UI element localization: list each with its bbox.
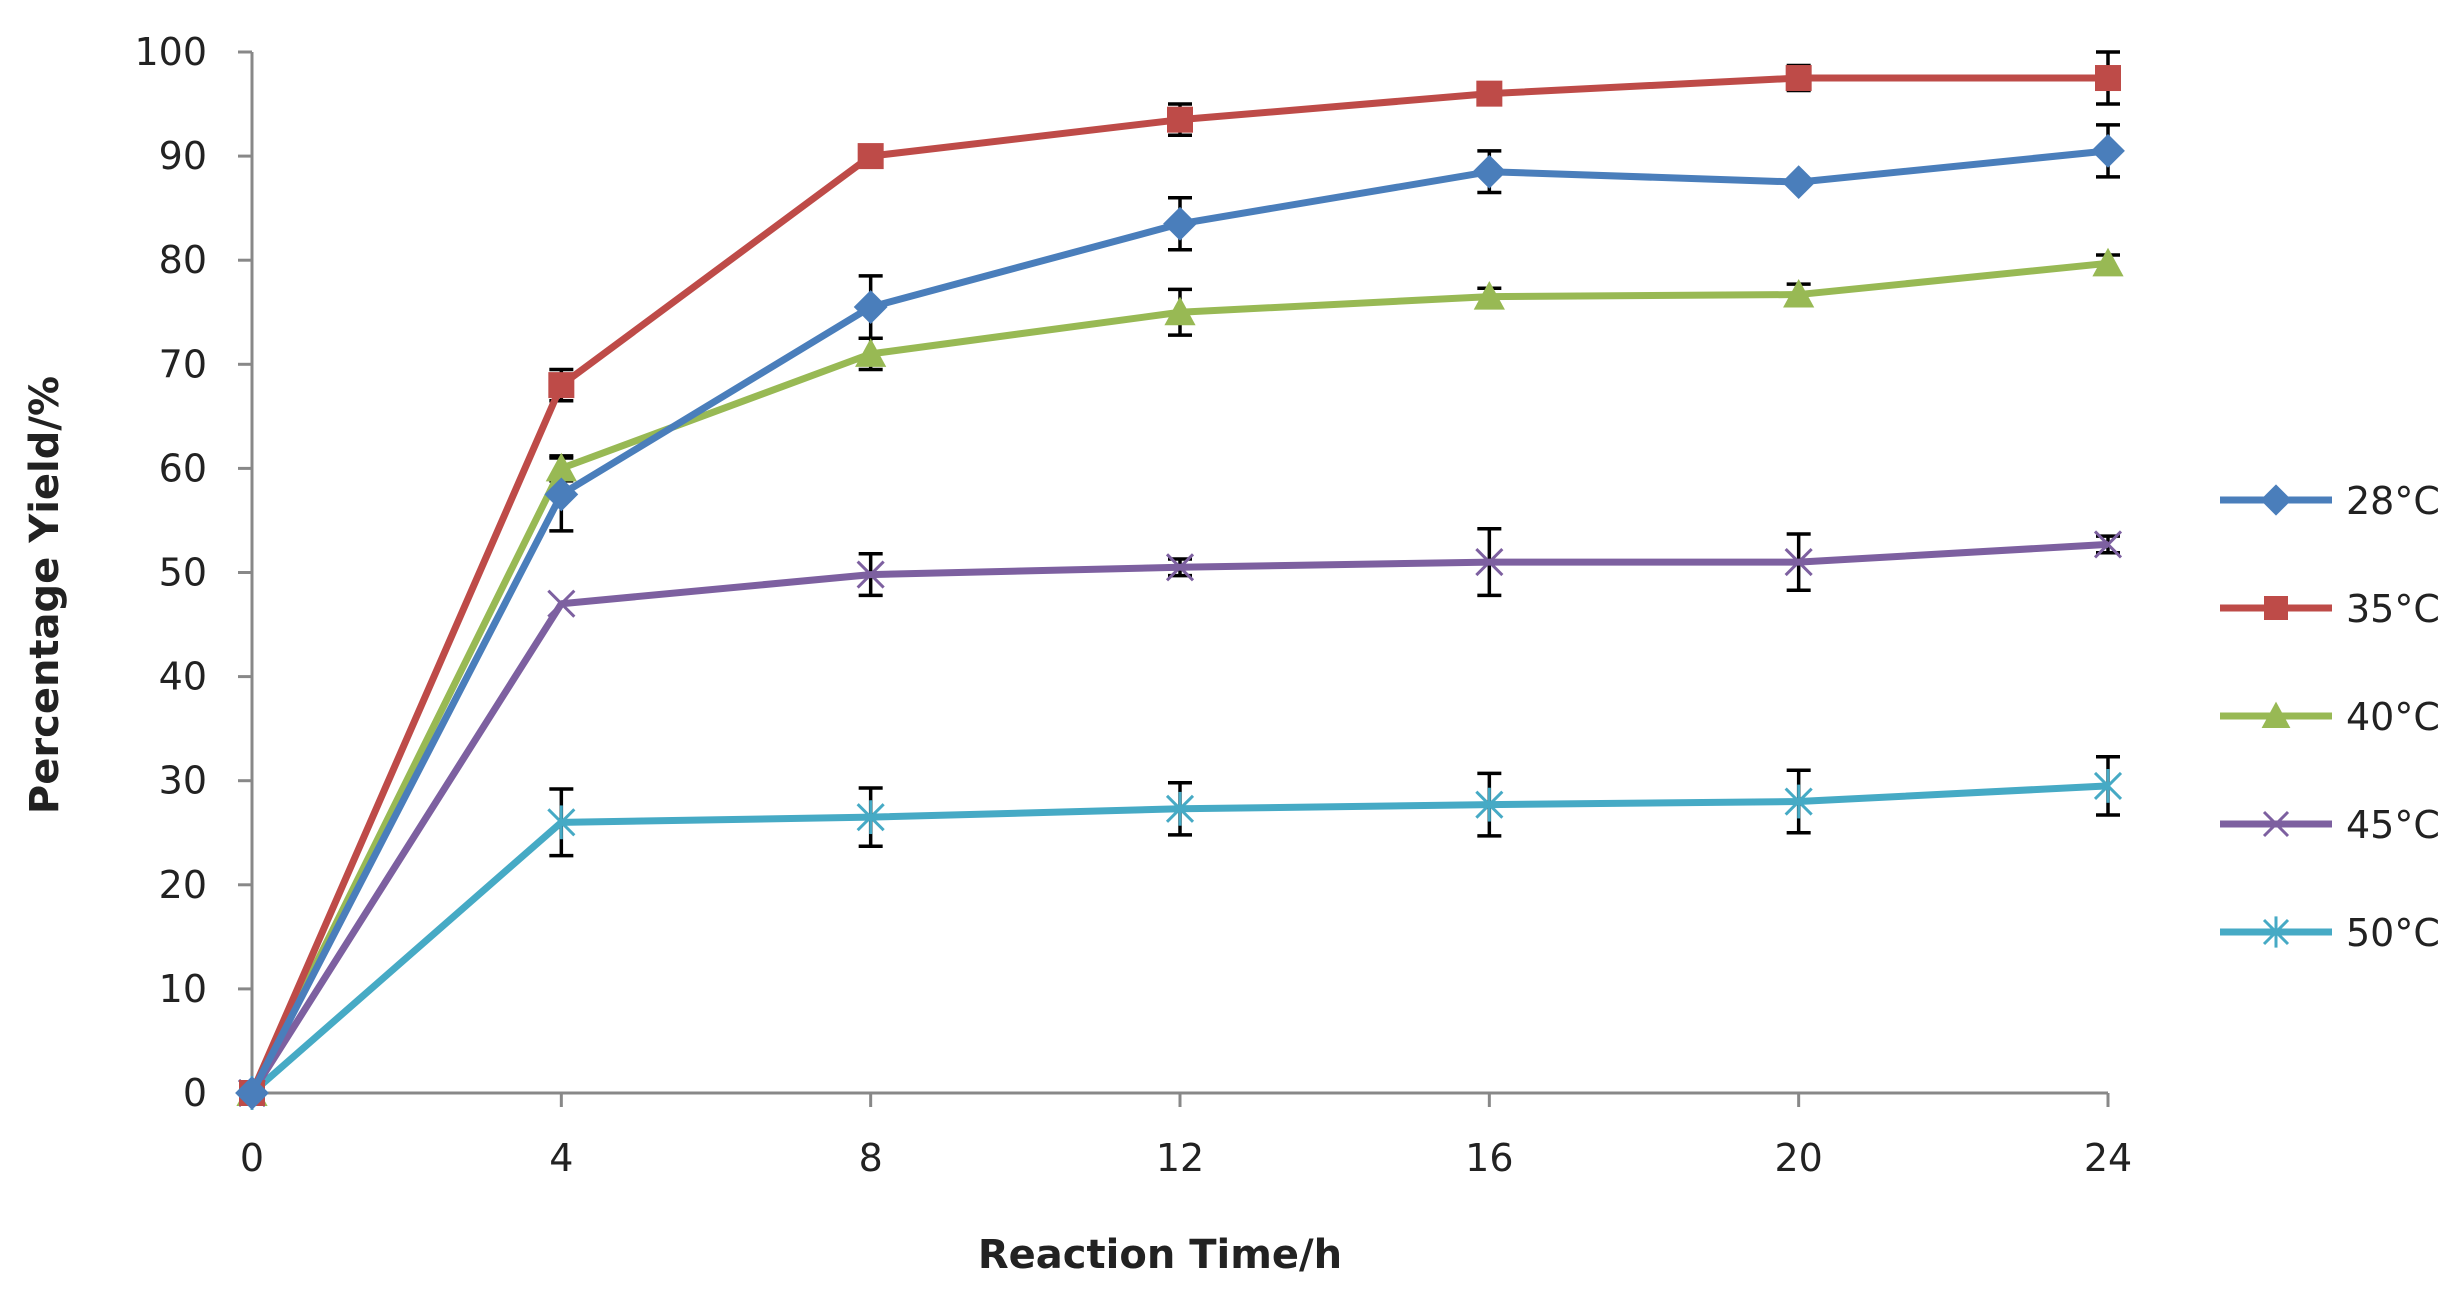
marker-x-stroke [2093,530,2123,559]
marker-triangle [1473,281,1505,310]
y-tick-label: 0 [183,1071,207,1115]
marker-x-stroke [1784,548,1813,577]
legend-item: 50°C [2220,911,2440,955]
marker-diamond [853,290,888,324]
y-tick-label: 100 [134,30,207,74]
y-tick-label: 40 [159,655,207,699]
y-tick-label: 90 [159,134,207,178]
marker-star [547,805,576,840]
series-layer [235,65,2125,1110]
legend-item: 40°C [2220,695,2440,739]
y-tick-label: 50 [159,551,207,595]
marker-square [548,372,575,399]
marker-star [1475,787,1504,822]
marker-x-stroke [856,560,885,589]
marker-diamond [2091,133,2125,168]
marker-square [1167,106,1193,133]
marker-x [2093,530,2123,559]
marker-x [547,589,576,618]
marker-square [857,143,884,170]
legend-item: 35°C [2220,587,2440,631]
marker-diamond [1163,206,1197,241]
marker-diamond [1472,154,1507,189]
marker-diamond [544,477,579,512]
marker-diamond [235,1076,269,1110]
marker-x [2262,810,2290,838]
y-tick-label: 30 [159,759,207,803]
marker-square [1785,65,1812,92]
marker-x-stroke [547,589,576,618]
legend: 28°C 35°C 40°C 45°C 50°C [2220,479,2440,955]
marker-triangle [2092,247,2124,277]
marker-star [2093,769,2123,803]
legend-label: 45°C [2346,803,2440,847]
x-tick-label: 8 [859,1136,883,1180]
y-tick-label: 80 [159,238,207,282]
legend-item: 45°C [2220,803,2440,847]
marker-diamond [1781,165,1816,200]
y-tick-label: 20 [159,863,207,907]
series-50c [237,769,2123,1110]
y-axis-label: Percentage Yield/% [22,376,68,814]
x-tick-label: 0 [240,1136,264,1180]
marker-triangle [545,452,577,482]
marker-diamond [2260,484,2292,516]
marker-x-stroke [2262,810,2290,838]
marker-star [856,800,885,835]
marker-x [1784,548,1813,577]
series-28c [235,133,2125,1110]
x-tick-label: 12 [1156,1136,1204,1180]
legend-label: 40°C [2346,695,2440,739]
series-45c [237,530,2123,1108]
marker-triangle [1783,278,1815,308]
marker-square [2095,65,2121,92]
legend-label: 35°C [2346,587,2440,631]
y-tick-label: 70 [159,342,207,386]
marker-star [2262,916,2290,948]
marker-star [1784,784,1813,819]
marker-x [1165,553,1195,582]
y-tick-label: 10 [159,967,207,1011]
series-line [248,259,2109,1095]
marker-square [1476,80,1503,107]
axes-layer: 0 10 20 30 40 50 60 70 80 90 100 0 4 8 12 16 20 24 [134,30,2132,1180]
x-tick-label: 20 [1774,1136,1822,1180]
marker-triangle [1164,296,1196,326]
y-tick-label: 60 [159,446,207,490]
legend-label: 50°C [2346,911,2440,955]
marker-x-stroke [1165,553,1195,582]
marker-square [2264,596,2288,620]
marker-x [1475,548,1504,577]
legend-item: 28°C [2220,479,2440,523]
x-tick-label: 24 [2084,1136,2132,1180]
marker-x-stroke [1475,548,1504,577]
x-tick-label: 4 [549,1136,573,1180]
x-axis-label: Reaction Time/h [978,1232,1342,1278]
marker-x [856,560,885,589]
marker-triangle [2261,701,2291,728]
legend-label: 28°C [2346,479,2440,523]
series-35c [239,65,2121,1106]
series-40c [236,247,2124,1106]
marker-triangle [855,338,887,367]
x-tick-label: 16 [1465,1136,1513,1180]
marker-star [1165,791,1195,826]
